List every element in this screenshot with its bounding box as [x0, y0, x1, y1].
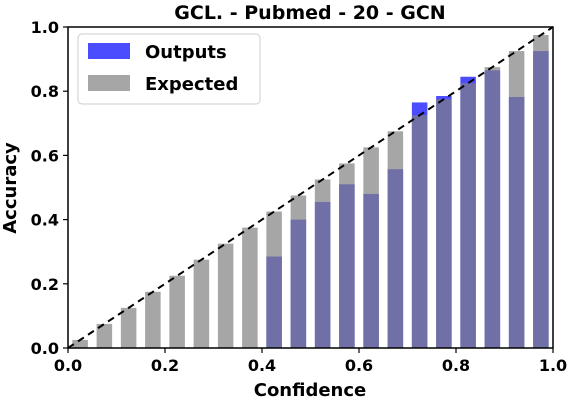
y-axis-label: Accuracy — [0, 142, 21, 234]
bar-expected-5 — [193, 259, 210, 348]
plot-frame — [67, 26, 554, 349]
legend-swatch-expected — [88, 75, 130, 91]
bar-expected-17 — [484, 67, 501, 348]
bar-expected-7 — [242, 227, 258, 348]
perfect-calibration-line — [67, 26, 554, 349]
y-tick-label: 0.2 — [31, 275, 59, 294]
chart-title: GCL. - Pubmed - 20 - GCN — [174, 2, 445, 24]
legend-label-outputs: Outputs — [145, 42, 227, 63]
x-tick-label: 0.2 — [151, 356, 179, 375]
bar-expected-1 — [96, 323, 113, 348]
bar-expected-9 — [290, 195, 307, 348]
bars-layer — [72, 35, 549, 349]
bar-expected-19 — [533, 35, 549, 349]
bar-expected-8 — [266, 211, 282, 348]
x-tick-label: 0.4 — [248, 356, 276, 375]
bar-expected-18 — [508, 51, 525, 348]
bar-expected-4 — [169, 275, 185, 348]
legend-label-expected: Expected — [145, 74, 238, 95]
bar-expected-12 — [363, 147, 379, 348]
bar-expected-13 — [387, 131, 404, 348]
bar-expected-3 — [145, 291, 161, 348]
x-tick-label: 0.6 — [345, 356, 373, 375]
bar-expected-14 — [411, 115, 428, 349]
y-tick-label: 1.0 — [31, 18, 59, 37]
bar-expected-11 — [339, 163, 355, 348]
bar-expected-0 — [72, 339, 88, 348]
bar-expected-15 — [436, 99, 452, 348]
bar-expected-6 — [217, 243, 234, 348]
y-tick-label: 0.6 — [31, 146, 59, 165]
y-tick-label: 0.8 — [31, 82, 59, 101]
bar-expected-16 — [460, 83, 476, 349]
y-tick-label: 0.4 — [31, 211, 59, 230]
legend: Outputs Expected — [77, 33, 261, 105]
legend-swatch-outputs — [88, 43, 130, 59]
bar-expected-2 — [120, 307, 137, 348]
ticks-layer: 0.0 0.2 0.4 0.6 0.8 1.0 0.0 0.2 0.4 0.6 0.8 1.0 — [31, 18, 568, 375]
y-tick-label: 0.0 — [31, 339, 59, 358]
x-axis-label: Confidence — [254, 380, 367, 401]
x-tick-label: 0.8 — [442, 356, 470, 375]
x-tick-label: 1.0 — [539, 356, 567, 375]
x-tick-label: 0.0 — [54, 356, 82, 375]
bar-expected-10 — [314, 179, 331, 348]
